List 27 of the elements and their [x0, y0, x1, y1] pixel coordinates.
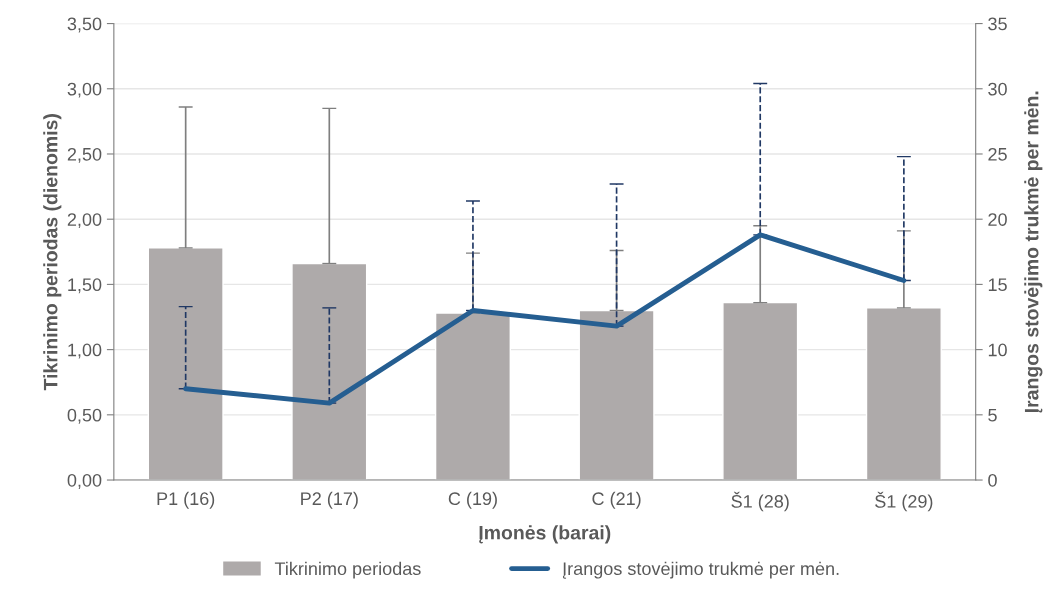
y2-tick-label: 35 [988, 17, 1007, 31]
x-tick-label: P1 (16) [157, 491, 215, 509]
y-tick-label: 2,00 [67, 213, 102, 229]
y2-tick-label: 15 [988, 278, 1007, 292]
y-tick-label: 1,00 [68, 343, 102, 359]
y-tick-label: 0,00 [67, 473, 102, 489]
y2-tick-label: 20 [988, 213, 1007, 226]
y-tick-label: 3,50 [67, 17, 102, 33]
y-tick-label: 2,50 [67, 147, 102, 163]
y-axis-title: Tikrinimo periodas (dienomis) [43, 114, 62, 391]
y2-tick-label: 10 [988, 343, 1007, 357]
y2-tick-label: 5 [988, 408, 997, 422]
legend-label: Įrangos stovėjimo trukmė per mėn. [562, 561, 839, 579]
x-tick-label: P2 (17) [301, 491, 358, 509]
legend-label: Tikrinimo periodas [274, 561, 421, 579]
y2-tick-label: 0 [988, 473, 997, 487]
x-tick-label: C (19) [448, 491, 497, 509]
x-tick-label: C (21) [592, 491, 641, 509]
y2-tick-label: 30 [988, 82, 1007, 96]
y2-axis-title: Įrangos stovėjimo trukmė per mėn. [1024, 91, 1043, 413]
x-tick-label: Š1 (28) [731, 491, 789, 512]
x-axis-title: Įmonės (barai) [479, 525, 611, 544]
y-tick-label: 1,50 [68, 278, 102, 294]
y2-tick-label: 25 [988, 147, 1007, 161]
y-tick-label: 3,00 [67, 82, 102, 98]
x-tick-label: Š1 (29) [875, 491, 933, 512]
y-tick-label: 0,50 [67, 408, 102, 424]
